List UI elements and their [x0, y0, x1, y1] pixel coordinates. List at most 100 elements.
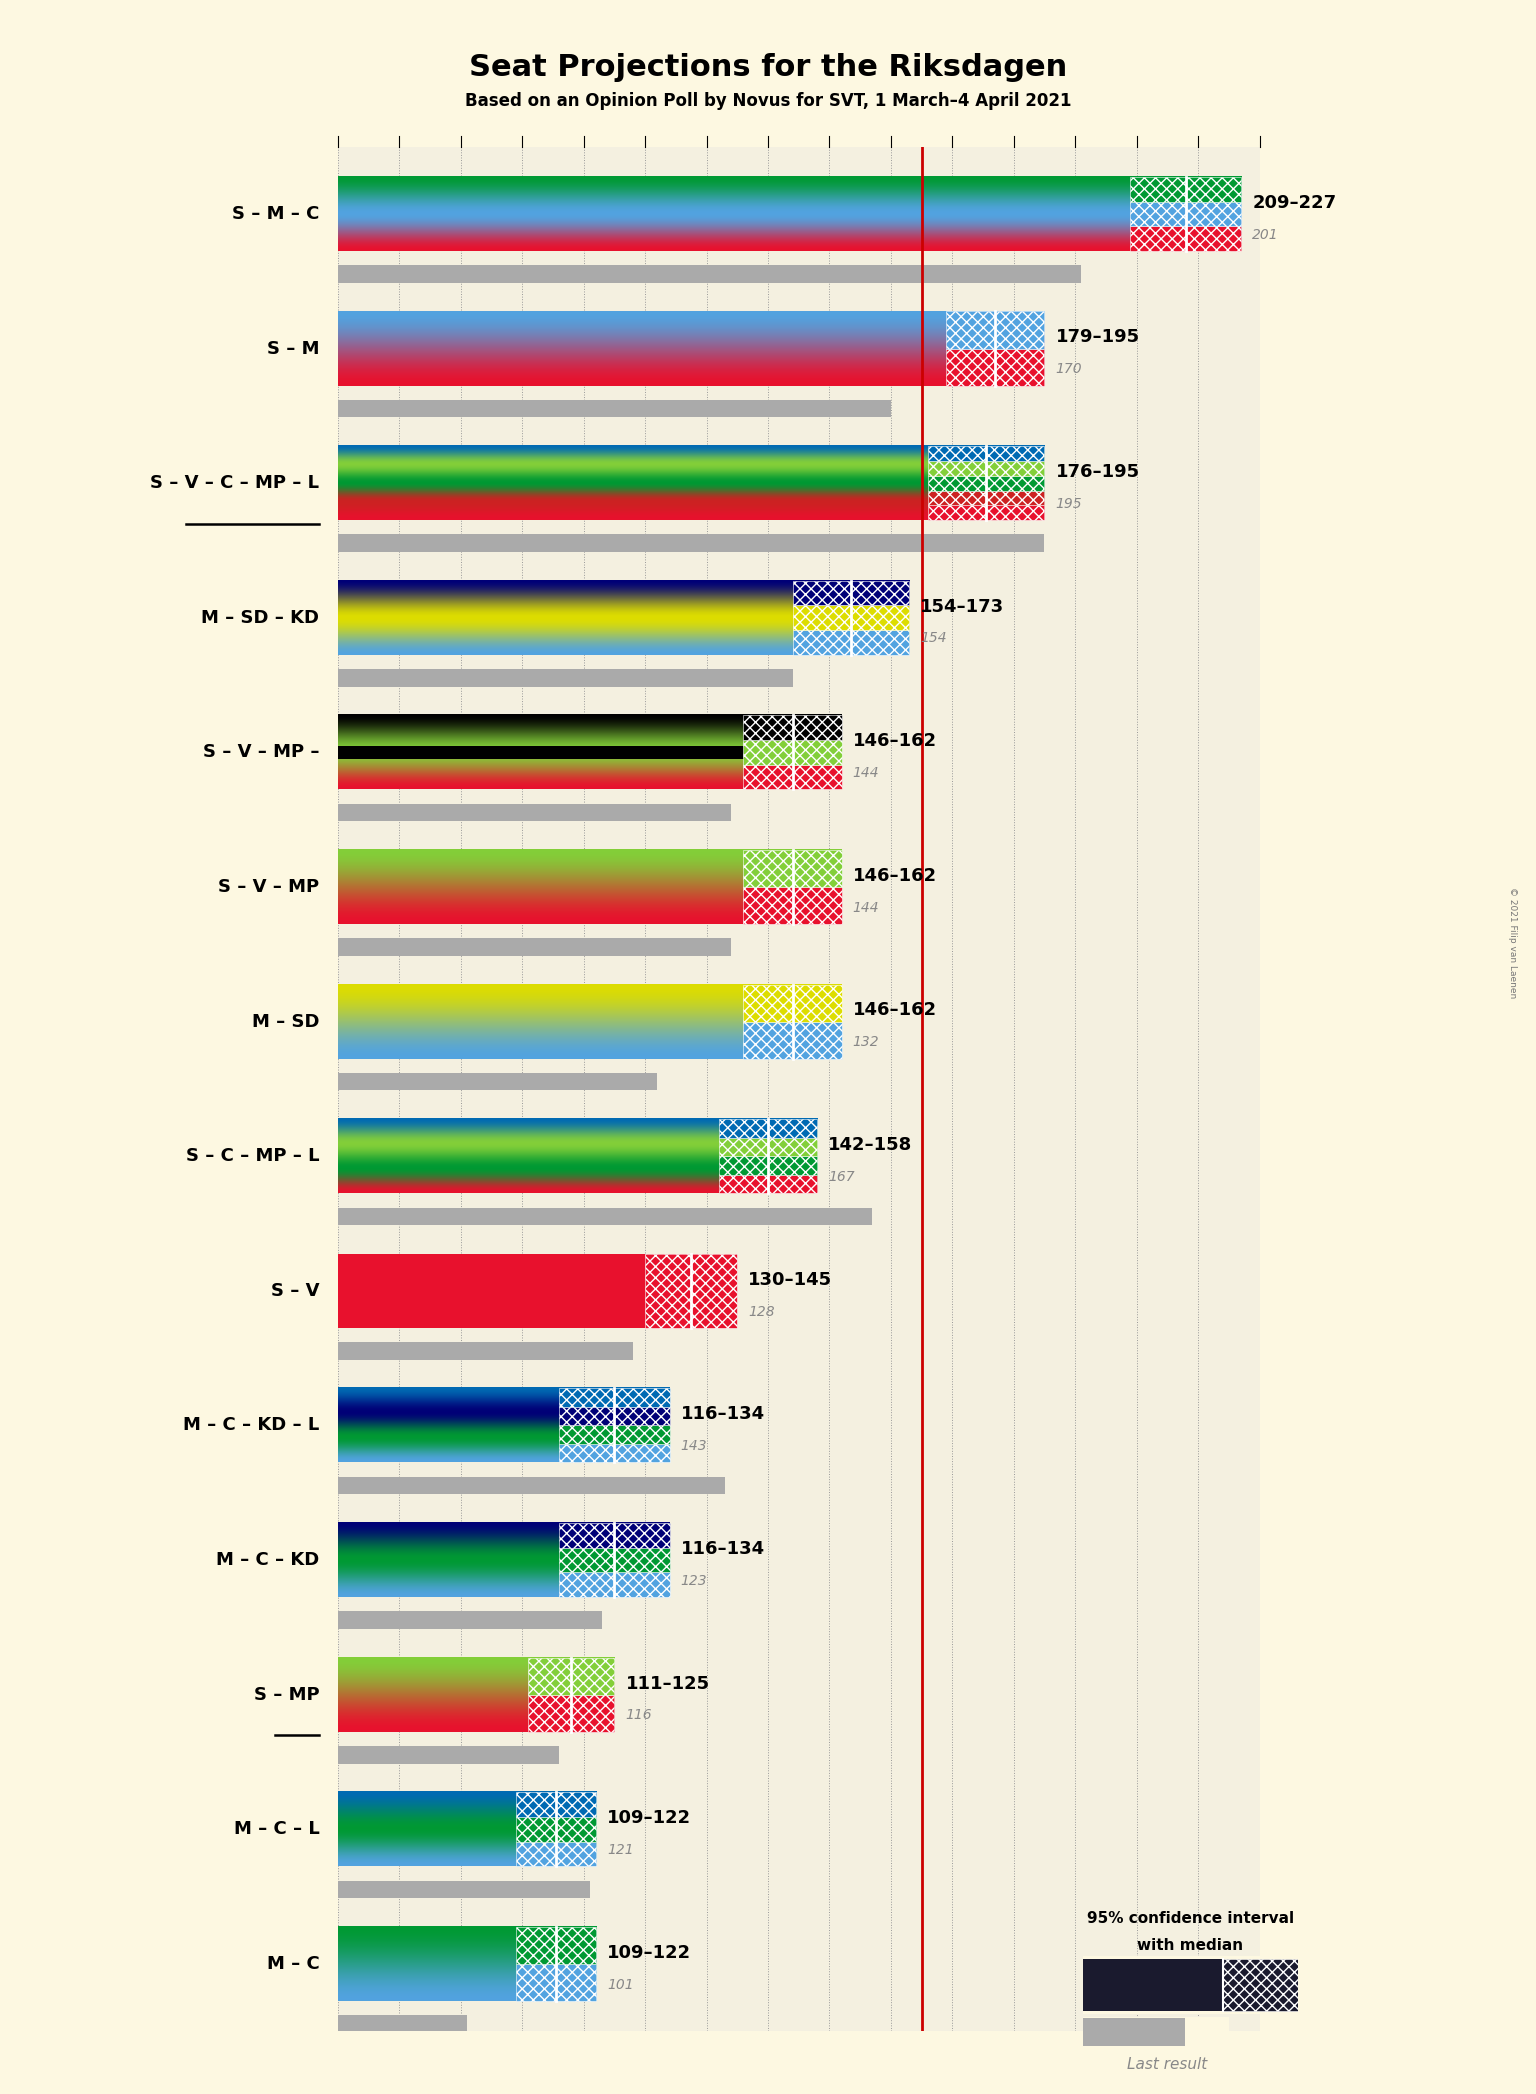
Text: S – C – MP – L: S – C – MP – L — [186, 1148, 319, 1164]
Text: S – V – MP: S – V – MP — [218, 877, 319, 896]
Bar — [793, 605, 909, 630]
Bar — [338, 1897, 1260, 2031]
Bar — [528, 1694, 614, 1732]
Bar — [338, 1208, 872, 1225]
Text: 121: 121 — [607, 1843, 634, 1857]
Bar — [1083, 1958, 1223, 2012]
Bar — [338, 955, 1260, 1089]
Text: Last result: Last result — [1127, 2056, 1207, 2073]
Bar — [338, 804, 731, 821]
Bar — [338, 938, 731, 955]
Text: 179–195: 179–195 — [1055, 329, 1140, 346]
Bar — [338, 1254, 737, 1328]
Bar — [338, 266, 1081, 283]
Bar — [928, 475, 1044, 490]
Text: © 2021 Filip van Laenen: © 2021 Filip van Laenen — [1508, 886, 1518, 999]
Bar — [1130, 176, 1241, 201]
Bar — [338, 147, 1260, 281]
Text: 95% confidence interval: 95% confidence interval — [1087, 1910, 1293, 1926]
Bar — [946, 312, 1044, 348]
Bar — [338, 1761, 1260, 1897]
Bar — [793, 630, 909, 655]
Bar — [559, 1445, 670, 1462]
Text: S – MP: S – MP — [253, 1686, 319, 1705]
Text: 146–162: 146–162 — [852, 1001, 937, 1020]
Text: 170: 170 — [1055, 362, 1083, 377]
Text: 130–145: 130–145 — [748, 1271, 833, 1288]
Bar — [743, 984, 842, 1022]
Text: S – V – MP –: S – V – MP – — [203, 743, 319, 762]
Bar — [946, 348, 1044, 385]
Bar — [559, 1522, 670, 1547]
Bar — [516, 1818, 596, 1841]
Text: 101: 101 — [607, 1977, 634, 1991]
Text: M – SD – KD: M – SD – KD — [201, 609, 319, 626]
Bar — [338, 670, 793, 687]
Bar — [559, 1573, 670, 1598]
Text: 201: 201 — [1252, 228, 1279, 241]
Bar — [338, 1476, 725, 1495]
Bar — [1130, 201, 1241, 226]
Bar — [338, 1493, 1260, 1627]
Bar — [338, 1223, 1260, 1359]
Text: 146–162: 146–162 — [852, 867, 937, 886]
Bar — [793, 580, 909, 605]
Bar — [1083, 2019, 1184, 2046]
Bar — [559, 1426, 670, 1445]
Text: 116–134: 116–134 — [680, 1405, 765, 1424]
Bar — [338, 400, 891, 417]
Text: 144: 144 — [852, 766, 880, 781]
Bar — [338, 1746, 559, 1763]
Bar — [928, 446, 1044, 461]
Text: M – C: M – C — [267, 1956, 319, 1973]
Bar — [516, 1792, 596, 1818]
Bar — [338, 551, 1260, 685]
Text: with median: with median — [1137, 1937, 1244, 1954]
Text: Seat Projections for the Riksdagen: Seat Projections for the Riksdagen — [468, 52, 1068, 82]
Text: 142–158: 142–158 — [828, 1137, 912, 1154]
Text: 111–125: 111–125 — [625, 1675, 710, 1692]
Text: 176–195: 176–195 — [1055, 463, 1140, 482]
Text: S – M – C: S – M – C — [232, 205, 319, 222]
Bar — [338, 1359, 1260, 1493]
Text: 132: 132 — [852, 1034, 880, 1049]
Text: 116: 116 — [625, 1709, 653, 1723]
Text: 146–162: 146–162 — [852, 733, 937, 750]
Text: M – SD: M – SD — [252, 1013, 319, 1030]
Text: 144: 144 — [852, 900, 880, 915]
Bar — [559, 1407, 670, 1426]
Bar — [719, 1175, 817, 1194]
Bar — [338, 1342, 633, 1359]
Bar — [338, 1627, 1260, 1761]
Bar — [743, 764, 842, 789]
Bar — [719, 1156, 817, 1175]
Bar — [928, 505, 1044, 519]
Text: 154: 154 — [920, 632, 948, 645]
Bar — [928, 490, 1044, 505]
Text: 195: 195 — [1055, 496, 1083, 511]
Text: 128: 128 — [748, 1305, 776, 1319]
Bar — [338, 1072, 657, 1091]
Bar — [516, 1926, 596, 1964]
Bar — [338, 745, 842, 758]
Bar — [338, 1089, 1260, 1223]
Text: M – C – L: M – C – L — [233, 1820, 319, 1839]
Bar — [338, 819, 1260, 955]
Bar — [528, 1658, 614, 1694]
Bar — [338, 417, 1260, 551]
Bar — [743, 888, 842, 923]
Bar — [338, 534, 1044, 553]
Bar — [743, 850, 842, 888]
Bar — [516, 1964, 596, 2002]
Bar — [559, 1388, 670, 1407]
Text: Based on an Opinion Poll by Novus for SVT, 1 March–4 April 2021: Based on an Opinion Poll by Novus for SV… — [465, 92, 1071, 109]
Text: 116–134: 116–134 — [680, 1539, 765, 1558]
Text: S – M: S – M — [267, 339, 319, 358]
Bar — [743, 739, 842, 764]
Bar — [1223, 1958, 1298, 2012]
Bar — [719, 1118, 817, 1137]
Bar — [338, 281, 1260, 417]
Bar — [743, 716, 842, 739]
Text: 167: 167 — [828, 1171, 856, 1183]
Text: 123: 123 — [680, 1575, 708, 1587]
